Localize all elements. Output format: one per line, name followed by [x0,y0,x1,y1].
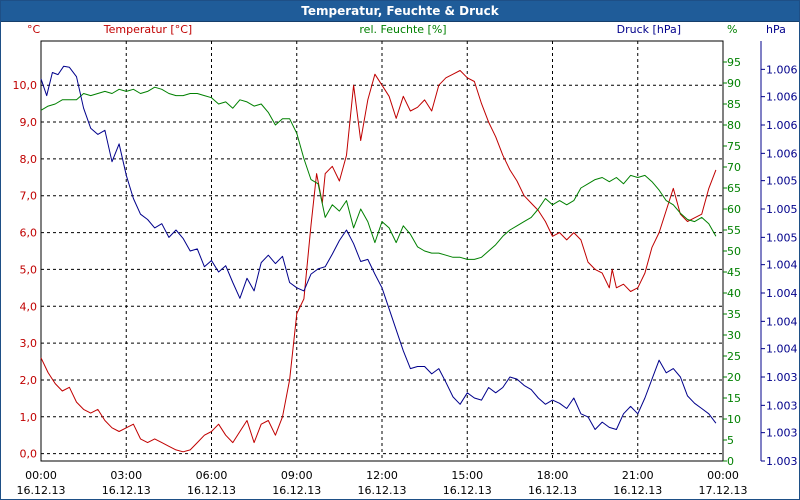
x-tick-time: 06:00 [196,469,228,482]
x-tick-time: 21:00 [622,469,654,482]
humidity-tick-label: 60 [727,203,741,216]
x-tick-time: 00:00 [707,469,739,482]
temperature-tick-label: 0,0 [20,448,38,461]
x-tick-date: 16.12.13 [272,484,321,497]
series-layer [40,65,717,453]
x-tick-time: 18:00 [537,469,569,482]
x-tick-date: 16.12.13 [443,484,492,497]
temperature-tick-label: 1,0 [20,411,38,424]
humidity-tick-label: 5 [727,434,734,447]
pressure-tick-label: 1.004 [766,259,798,272]
humidity-tick-label: 85 [727,98,741,111]
temperature-tick-label: 8,0 [20,153,38,166]
pressure-tick-label: 1.005 [766,203,798,216]
pressure-tick-label: 1.005 [766,175,798,188]
humidity-tick-label: 65 [727,182,741,195]
temperature-tick-label: 6,0 [20,227,38,240]
temperature-tick-label: 5,0 [20,263,38,276]
humidity-tick-label: 40 [727,287,741,300]
x-tick-date: 16.12.13 [613,484,662,497]
humidity-tick-label: 25 [727,350,741,363]
x-tick-date: 16.12.13 [528,484,577,497]
pressure-tick-label: 1.003 [766,399,798,412]
temperature-tick-label: 9,0 [20,116,38,129]
pressure-axis-label: Druck [hPa] [617,23,681,36]
pressure-tick-label: 1.003 [766,427,798,440]
humidity-series-line [40,86,717,260]
humidity-axis-unit: % [727,23,737,36]
humidity-tick-label: 15 [727,392,741,405]
pressure-tick-label: 1.004 [766,343,798,356]
humidity-tick-label: 30 [727,329,741,342]
humidity-tick-label: 20 [727,371,741,384]
humidity-tick-label: 10 [727,413,741,426]
pressure-tick-label: 1.003 [766,371,798,384]
pressure-tick-label: 1.006 [766,63,798,76]
x-tick-time: 12:00 [366,469,398,482]
humidity-axis-label: rel. Feuchte [%] [359,23,446,36]
grid-lines [41,41,723,461]
x-tick-time: 09:00 [281,469,313,482]
temperature-axis-label: Temperatur [°C] [103,23,192,36]
temperature-tick-label: 7,0 [20,190,38,203]
humidity-tick-label: 0 [727,455,734,468]
x-tick-date: 16.12.13 [358,484,407,497]
pressure-tick-label: 1.006 [766,147,798,160]
temperature-series-line [40,70,717,453]
axis-layer: 00:00 16.12.13 03:00 16.12.13 06:00 16.12.13 0… [13,23,798,497]
x-tick-time: 03:00 [110,469,142,482]
humidity-tick-label: 50 [727,245,741,258]
temperature-axis-unit: °C [27,23,41,36]
temperature-tick-label: 3,0 [20,337,38,350]
humidity-tick-label: 55 [727,224,741,237]
humidity-tick-label: 75 [727,140,741,153]
pressure-tick-label: 1.006 [766,91,798,104]
pressure-tick-label: 1.003 [766,455,798,468]
temperature-tick-label: 10,0 [13,79,38,92]
humidity-tick-label: 80 [727,119,741,132]
pressure-series-line [40,65,717,430]
window-title: Temperatur, Feuchte & Druck [1,1,799,22]
temperature-tick-label: 2,0 [20,374,38,387]
humidity-tick-label: 70 [727,161,741,174]
humidity-tick-label: 45 [727,266,741,279]
pressure-tick-label: 1.004 [766,287,798,300]
humidity-tick-label: 90 [727,77,741,90]
chart-canvas: 00:00 16.12.13 03:00 16.12.13 06:00 16.12.13 0… [13,23,798,497]
humidity-tick-label: 95 [727,56,741,69]
pressure-tick-label: 1.004 [766,315,798,328]
pressure-tick-label: 1.005 [766,231,798,244]
x-tick-time: 15:00 [451,469,483,482]
x-tick-date: 16.12.13 [102,484,151,497]
humidity-tick-label: 35 [727,308,741,321]
pressure-tick-label: 1.006 [766,119,798,132]
pressure-axis-unit: hPa [766,23,786,36]
x-tick-date: 16.12.13 [17,484,66,497]
x-tick-date: 16.12.13 [187,484,236,497]
x-tick-date: 17.12.13 [699,484,748,497]
x-tick-time: 00:00 [25,469,57,482]
temperature-tick-label: 4,0 [20,300,38,313]
